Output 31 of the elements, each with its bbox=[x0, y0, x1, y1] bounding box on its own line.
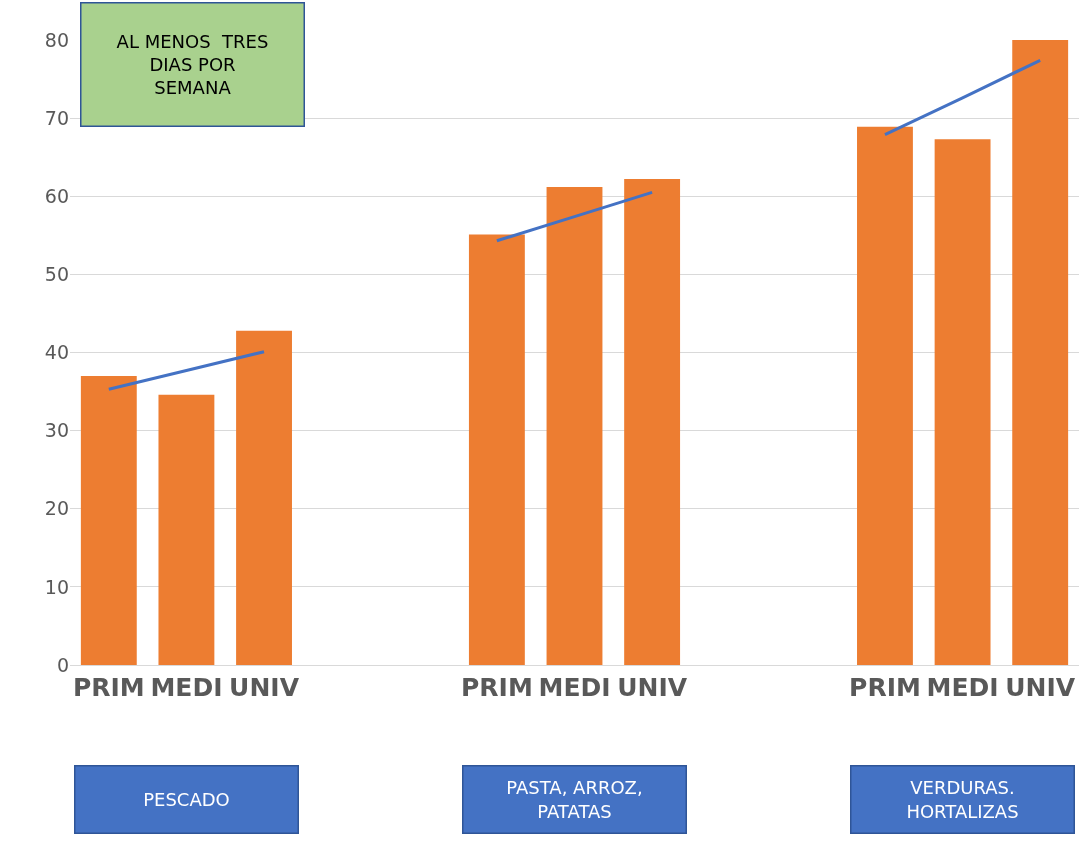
label-box: PESCADO bbox=[74, 765, 299, 834]
y-tick-label: 20 bbox=[44, 497, 69, 520]
x-tick-label: UNIV bbox=[617, 673, 688, 702]
x-tick-label: UNIV bbox=[229, 673, 300, 702]
bar bbox=[80, 375, 137, 665]
bar bbox=[1012, 40, 1069, 665]
x-tick-label: PRIM bbox=[849, 673, 921, 702]
label-box: VERDURAS. HORTALIZAS bbox=[850, 765, 1075, 834]
x-tick-label: PRIM bbox=[461, 673, 533, 702]
y-tick-label: 80 bbox=[44, 28, 69, 51]
y-tick-label: 70 bbox=[44, 106, 69, 129]
bar bbox=[546, 186, 603, 665]
x-tick-label: PRIM bbox=[72, 673, 145, 702]
x-tick-label: UNIV bbox=[1005, 673, 1076, 702]
label-box: PASTA, ARROZ, PATATAS bbox=[462, 765, 687, 834]
x-tick-label: MEDI bbox=[150, 673, 223, 702]
bar bbox=[857, 126, 913, 665]
y-tick-label: 50 bbox=[44, 263, 69, 286]
y-tick-label: 0 bbox=[56, 653, 69, 676]
title-box: AL MENOS TRES DIAS POR SEMANA bbox=[80, 2, 305, 127]
x-tick-label: MEDI bbox=[926, 673, 999, 702]
bar bbox=[468, 234, 525, 665]
y-tick-label: 30 bbox=[44, 419, 69, 442]
bar bbox=[934, 139, 991, 665]
y-tick-label: 10 bbox=[44, 575, 69, 598]
x-tick-label: MEDI bbox=[538, 673, 611, 702]
bar bbox=[158, 394, 215, 665]
y-tick-label: 40 bbox=[44, 341, 69, 364]
bar bbox=[236, 330, 292, 665]
bar bbox=[624, 179, 681, 665]
y-tick-label: 60 bbox=[44, 184, 69, 207]
